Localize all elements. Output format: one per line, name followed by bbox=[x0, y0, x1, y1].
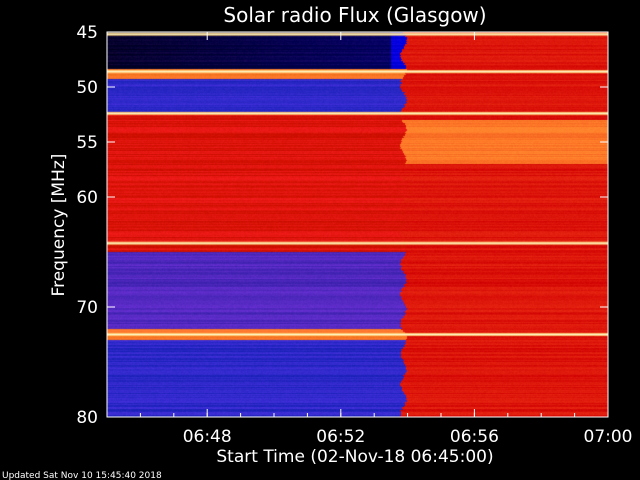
y-tick-label: 50 bbox=[76, 78, 98, 98]
chart-title: Solar radio Flux (Glasgow) bbox=[223, 3, 486, 27]
y-tick-label: 80 bbox=[76, 408, 98, 428]
x-tick-label: 06:56 bbox=[450, 427, 499, 447]
x-axis-label: Start Time (02-Nov-18 06:45:00) bbox=[216, 447, 493, 467]
x-axis: 06:48 06:52 06:56 07:00 bbox=[139, 32, 633, 447]
y-tick-label: 70 bbox=[76, 298, 98, 318]
y-axis: 45 50 55 60 70 80 bbox=[76, 23, 608, 428]
x-tick-label: 06:48 bbox=[183, 427, 232, 447]
y-tick-label: 45 bbox=[76, 23, 98, 43]
x-tick-label: 07:00 bbox=[584, 427, 633, 447]
plot-frame bbox=[106, 31, 609, 418]
x-tick-label: 06:52 bbox=[316, 427, 365, 447]
plot-area bbox=[106, 31, 609, 418]
updated-timestamp: Updated Sat Nov 10 15:45:40 2018 bbox=[2, 471, 162, 480]
y-tick-label: 55 bbox=[76, 133, 98, 153]
heatmap-image bbox=[107, 32, 608, 417]
y-axis-label: Frequency [MHz] bbox=[49, 154, 69, 297]
y-tick-label: 60 bbox=[76, 188, 98, 208]
